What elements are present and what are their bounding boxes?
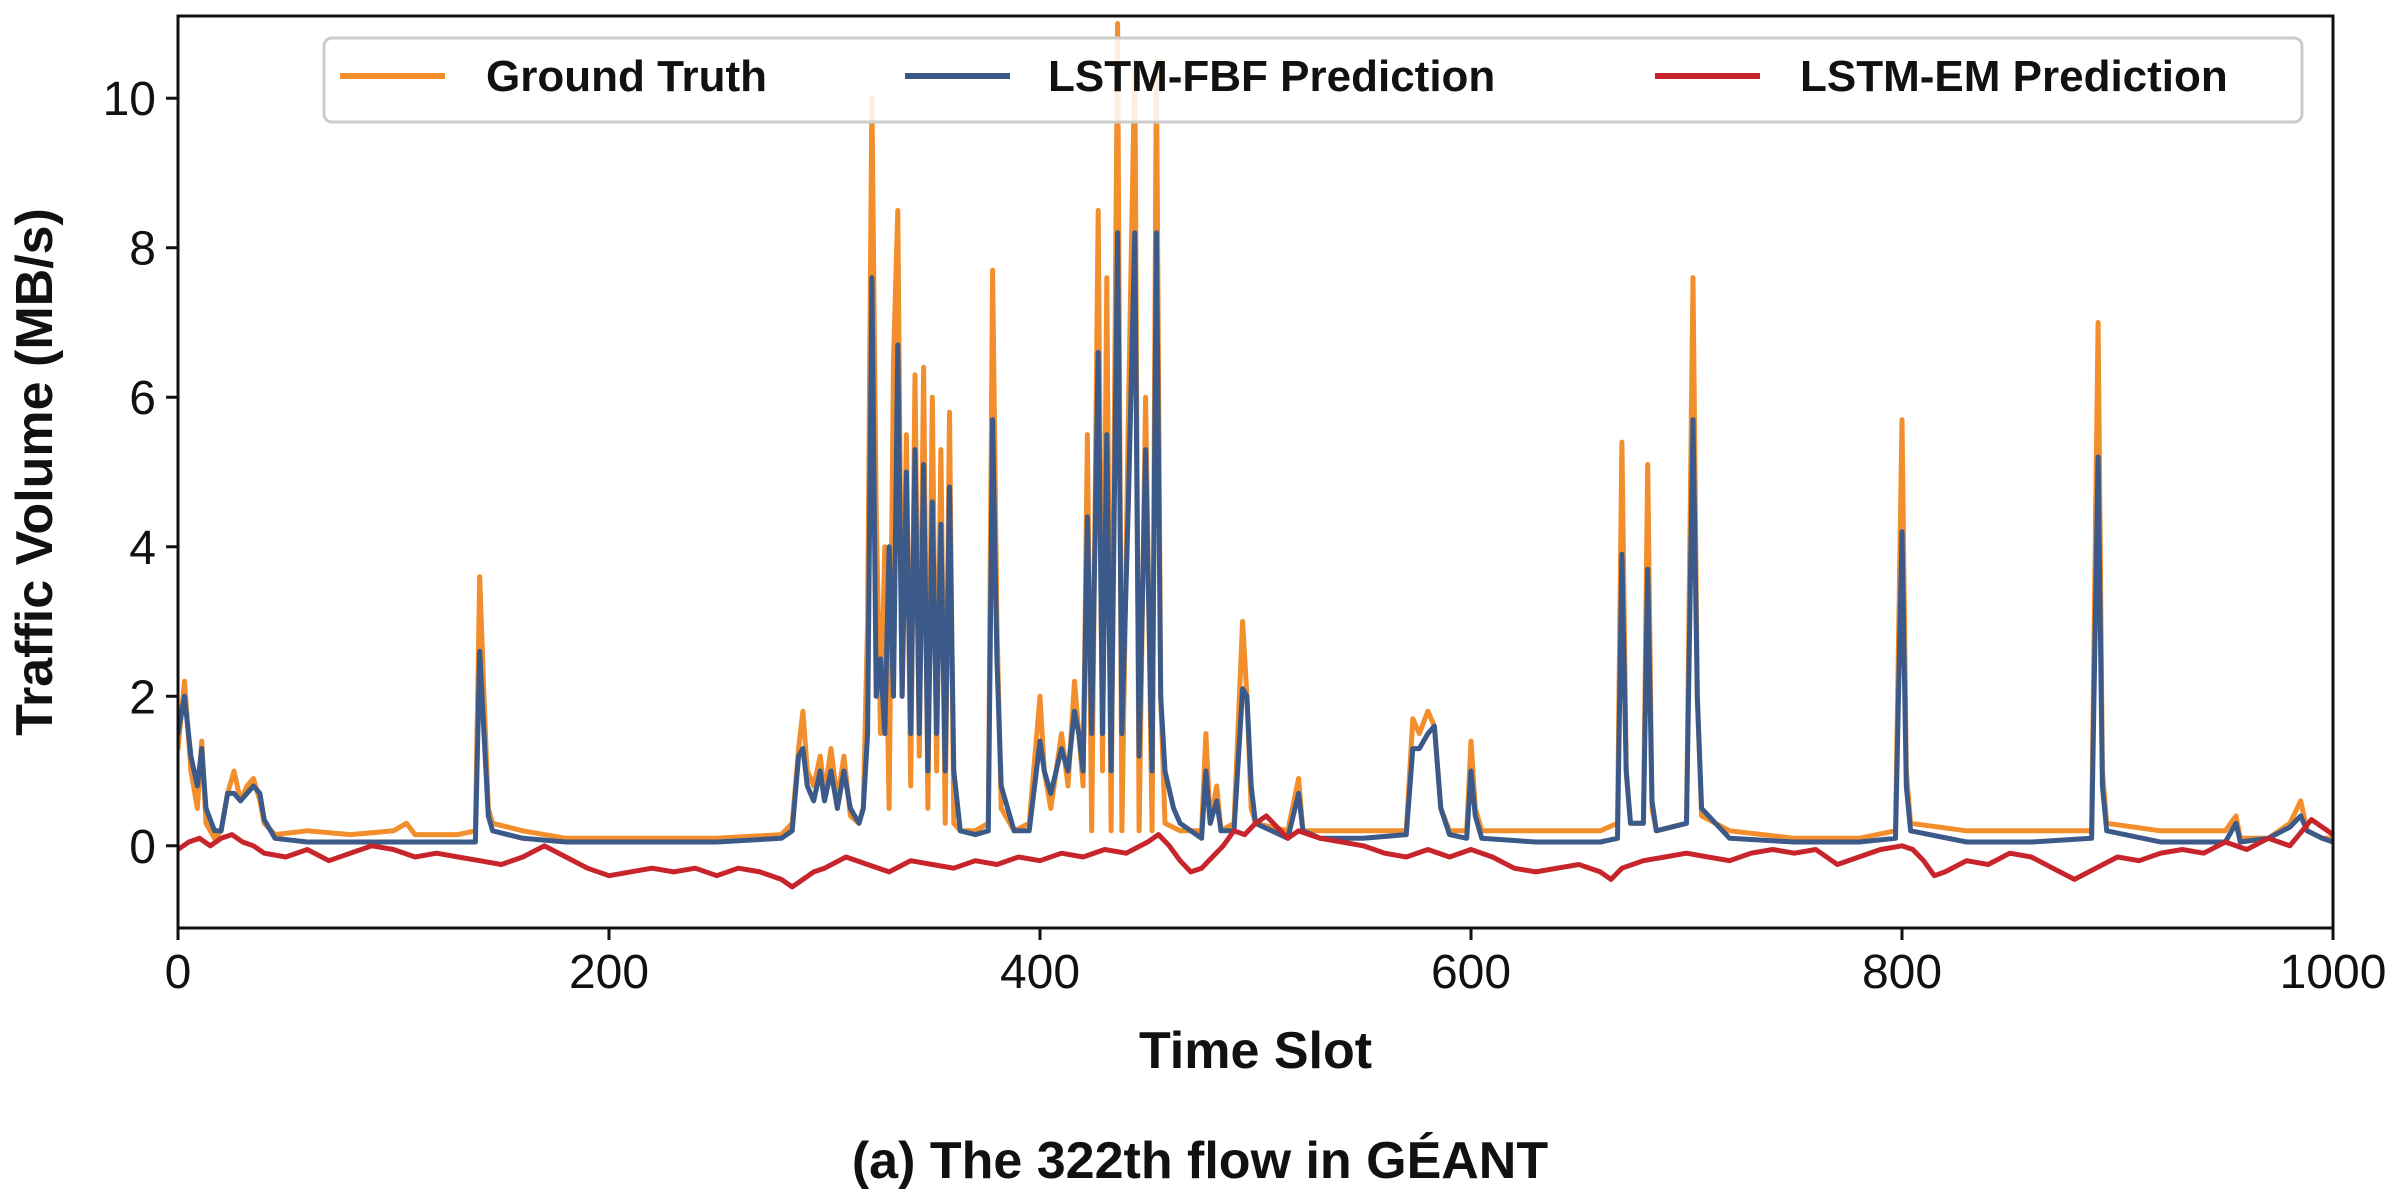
y-tick-label: 10	[103, 73, 156, 126]
series-layer	[178, 21, 2333, 890]
legend-label-lstm-fbf-prediction: LSTM-FBF Prediction	[1048, 52, 1495, 101]
legend-label-lstm-em-prediction: LSTM-EM Prediction	[1800, 52, 2228, 101]
plot-frame	[176, 14, 2335, 930]
y-tick-label: 0	[129, 821, 156, 874]
y-tick-label: 6	[129, 372, 156, 425]
x-axis-title: Time Slot	[1139, 1022, 1372, 1080]
y-tick-label: 8	[129, 223, 156, 276]
ticks-layer: 0 200 400 600 800 1000 0 2 4 6 8 10	[103, 73, 2387, 999]
y-tick-label: 2	[129, 671, 156, 724]
x-tick-label: 0	[165, 946, 192, 999]
figure-caption: (a) The 322th flow in GÉANT	[852, 1132, 1548, 1190]
x-tick-label: 400	[1000, 946, 1080, 999]
x-tick-label: 200	[569, 946, 649, 999]
legend: Ground Truth LSTM-FBF Prediction LSTM-EM P…	[322, 36, 2304, 124]
x-tick-label: 600	[1431, 946, 1511, 999]
series-line-lstm-fbf-prediction	[178, 230, 2333, 845]
y-tick-label: 4	[129, 522, 156, 575]
y-axis-title: Traffic Volume (MB/s)	[6, 208, 64, 736]
legend-label-ground-truth: Ground Truth	[486, 52, 767, 101]
x-tick-label: 800	[1862, 946, 1942, 999]
series-line-ground-truth	[178, 21, 2333, 841]
x-tick-label: 1000	[2280, 946, 2387, 999]
series-line-lstm-em-prediction	[178, 813, 2333, 890]
legend-box	[322, 36, 2304, 124]
